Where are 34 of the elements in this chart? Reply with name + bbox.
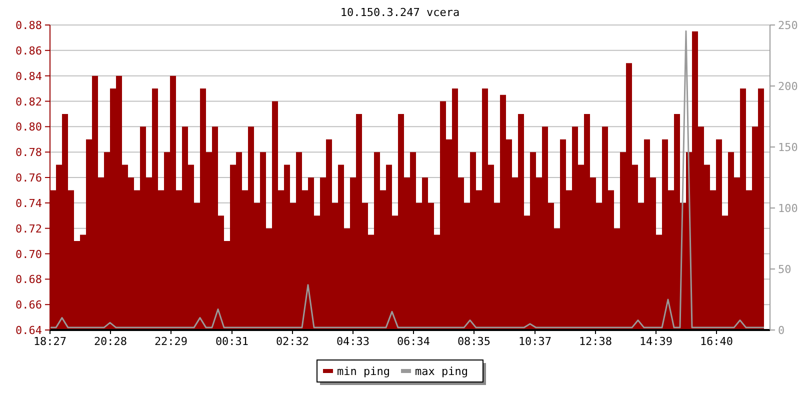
y-tick-label: 0.76 bbox=[16, 172, 42, 184]
x-tick-label: 14:39 bbox=[639, 335, 673, 348]
y2-tick-label: 100 bbox=[778, 202, 798, 215]
x-tick-label: 00:31 bbox=[215, 335, 249, 348]
y2-tick-label: 0 bbox=[778, 324, 785, 337]
x-tick-label: 08:35 bbox=[457, 335, 491, 348]
y-tick-label: 0.80 bbox=[16, 120, 42, 134]
y-tick-label: 0.68 bbox=[16, 273, 42, 286]
y2-tick-label: 150 bbox=[778, 141, 798, 154]
y-tick-label: 0.66 bbox=[16, 298, 42, 312]
x-tick-label: 16:40 bbox=[700, 335, 734, 348]
y-tick-label: 0.82 bbox=[16, 95, 42, 108]
y-tick-label: 0.88 bbox=[16, 19, 42, 32]
y-tick-label: 0.86 bbox=[16, 44, 42, 58]
x-tick-label: 04:33 bbox=[336, 335, 370, 348]
y-tick-label: 0.72 bbox=[16, 222, 42, 236]
legend-label: min ping bbox=[337, 365, 390, 378]
x-tick-label: 06:34 bbox=[396, 335, 430, 348]
y2-tick-label: 250 bbox=[778, 19, 798, 32]
y2-tick-label: 50 bbox=[778, 263, 792, 276]
y-tick-label: 0.70 bbox=[16, 248, 42, 261]
y-tick-label: 0.84 bbox=[16, 70, 42, 83]
x-tick-label: 18:27 bbox=[33, 335, 67, 348]
legend-label: max ping bbox=[415, 365, 468, 378]
chart-title: 10.150.3.247 vcera bbox=[340, 6, 460, 19]
x-tick-label: 10:37 bbox=[518, 335, 552, 348]
x-tick-label: 12:38 bbox=[578, 335, 612, 348]
x-tick-label: 22:29 bbox=[154, 335, 188, 348]
y-tick-label: 0.74 bbox=[16, 196, 42, 210]
y-tick-label: 0.78 bbox=[16, 146, 42, 160]
y2-tick-label: 200 bbox=[778, 80, 798, 93]
x-tick-label: 20:28 bbox=[94, 335, 128, 348]
x-tick-label: 02:32 bbox=[276, 335, 310, 348]
y-tick-label: 0.64 bbox=[16, 324, 42, 337]
